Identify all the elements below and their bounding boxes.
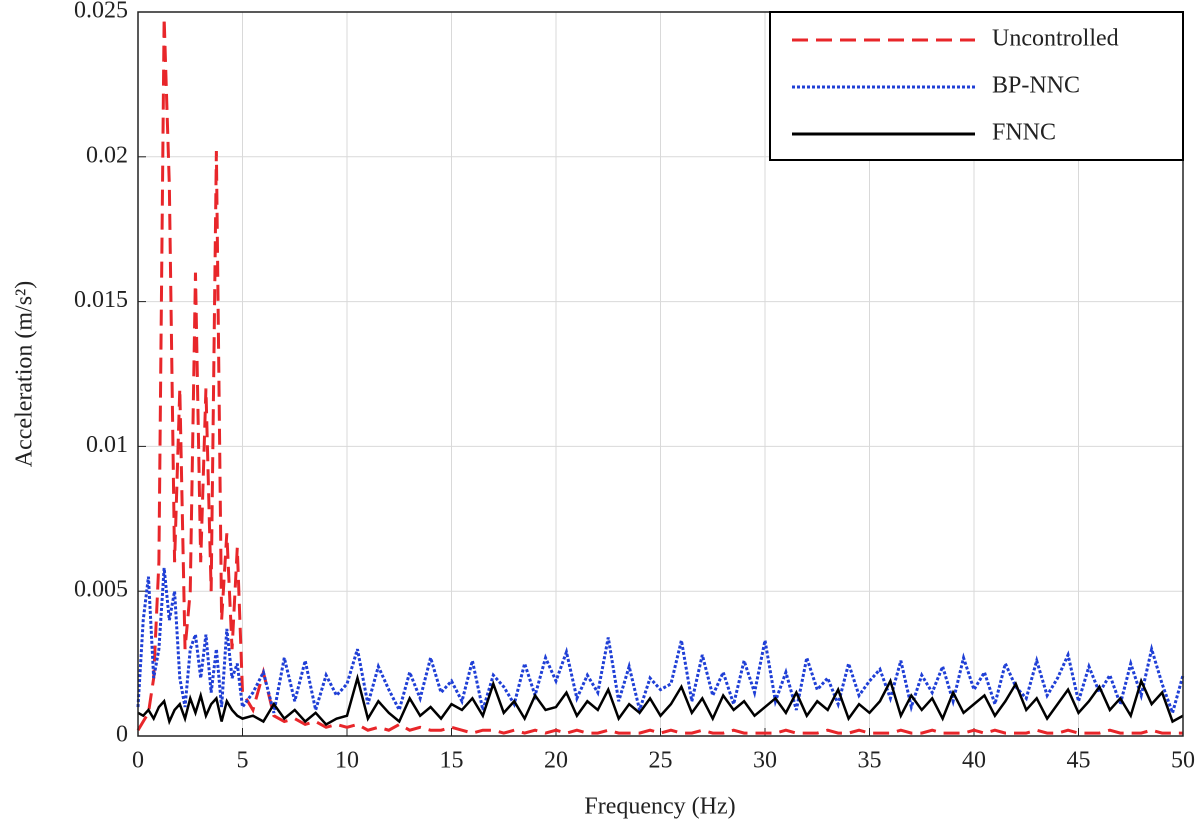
x-axis-label: Frequency (Hz) <box>584 794 735 820</box>
x-tick-label: 0 <box>132 748 144 774</box>
y-axis-label: Acceleration (m/s²) <box>12 281 38 467</box>
x-tick-label: 35 <box>858 748 882 774</box>
series-line <box>137 673 1184 726</box>
y-tick-label: 0 <box>116 722 128 748</box>
legend-label: Uncontrolled <box>992 26 1119 52</box>
legend-box <box>769 11 1184 161</box>
y-tick-label: 0.02 <box>86 142 128 168</box>
x-tick-label: 10 <box>335 748 359 774</box>
series-line <box>136 17 1183 735</box>
x-tick-label: 25 <box>649 748 673 774</box>
x-tick-label: 20 <box>544 748 568 774</box>
y-tick-label: 0.015 <box>74 287 128 313</box>
y-tick-label: 0.01 <box>86 432 128 458</box>
series-line <box>136 567 1185 718</box>
axes-frame <box>137 11 1184 737</box>
y-tick-label: 0.025 <box>74 0 128 24</box>
legend-label: FNNC <box>992 120 1056 146</box>
legend-label: BP-NNC <box>992 73 1080 99</box>
x-tick-label: 40 <box>962 748 986 774</box>
x-tick-label: 5 <box>237 748 249 774</box>
x-tick-label: 45 <box>1067 748 1091 774</box>
y-tick-label: 0.005 <box>74 577 128 603</box>
x-tick-label: 15 <box>440 748 464 774</box>
x-tick-label: 30 <box>753 748 777 774</box>
x-tick-label: 50 <box>1171 748 1195 774</box>
